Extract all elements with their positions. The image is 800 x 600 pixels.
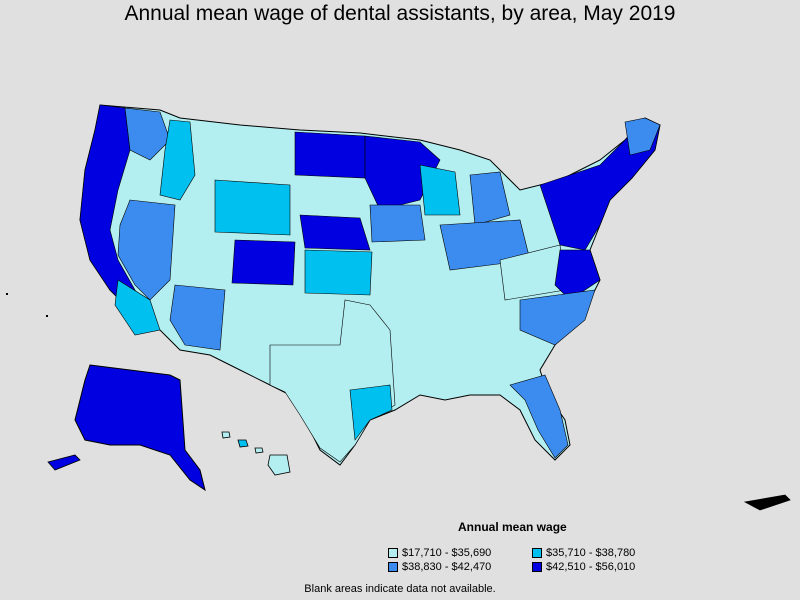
coastal-islands — [6, 293, 48, 317]
legend-swatch — [532, 562, 542, 572]
alaska-aleutians — [47, 454, 81, 471]
legend-swatch — [388, 562, 398, 572]
legend-title: Annual mean wage — [458, 520, 567, 534]
nebraska-region — [299, 214, 371, 251]
maine-region — [624, 117, 661, 156]
legend-label: $17,710 - $35,690 — [402, 547, 492, 559]
legend-item-3: $38,830 - $42,470 — [388, 561, 491, 573]
legend-item-4: $42,510 - $56,010 — [532, 561, 635, 573]
michigan-region — [469, 171, 511, 226]
idaho-region — [159, 119, 196, 201]
mid-atlantic-region — [554, 249, 601, 301]
kansas-region — [304, 249, 373, 296]
legend-swatch — [532, 548, 542, 558]
map-title: Annual mean wage of dental assistants, b… — [124, 2, 676, 25]
legend-item-2: $35,710 - $38,780 — [532, 547, 635, 559]
puerto-rico — [743, 494, 791, 511]
colorado-region — [231, 239, 296, 286]
legend-label: $38,830 - $42,470 — [402, 561, 492, 573]
hawaii — [221, 431, 291, 476]
arizona-region — [169, 284, 226, 351]
east-texas-region — [349, 384, 393, 441]
footnote: Blank areas indicate data not available. — [304, 583, 496, 595]
legend-label: $42,510 - $56,010 — [546, 561, 636, 573]
iowa-region — [369, 204, 426, 243]
legend-item-1: $17,710 - $35,690 — [388, 547, 491, 559]
southern-california-region — [114, 279, 161, 336]
alaska — [74, 364, 206, 492]
wyoming-region — [214, 179, 291, 236]
north-dakota-region — [294, 131, 366, 179]
nevada-region — [117, 199, 176, 301]
legend-swatch — [388, 548, 398, 558]
florida-region — [509, 374, 569, 459]
oregon-interior-region — [124, 107, 171, 161]
minnesota-region — [364, 135, 441, 211]
legend-label: $35,710 - $38,780 — [546, 547, 636, 559]
wisconsin-region — [419, 164, 461, 216]
carolinas-region — [519, 289, 596, 346]
